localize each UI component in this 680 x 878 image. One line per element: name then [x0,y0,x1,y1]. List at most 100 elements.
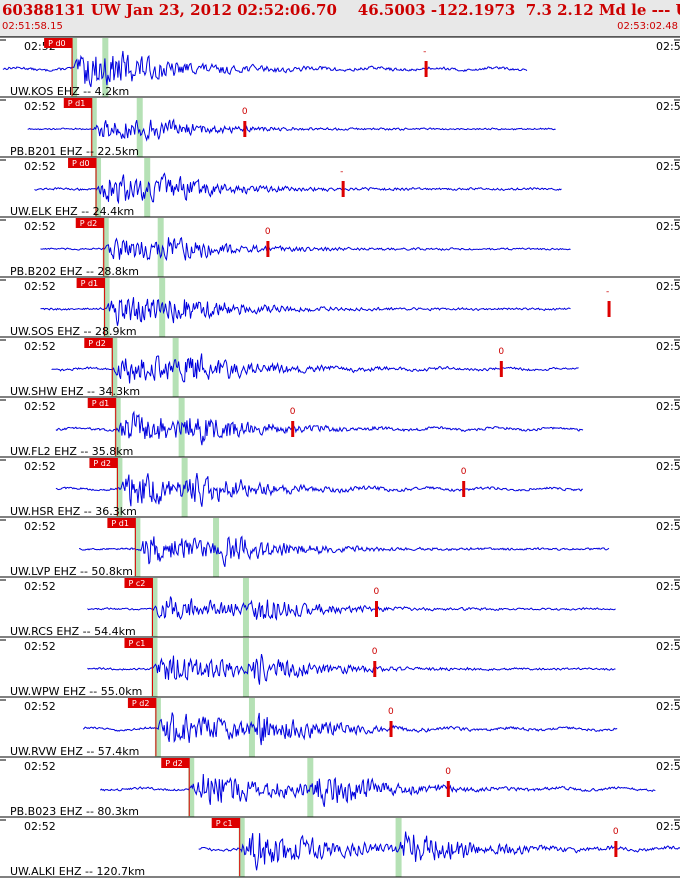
coda-duration-label: 0 [461,467,467,477]
phase-pick-label: P d2 [165,759,183,768]
trace-panel: 02:52 02:5P d0-UW.KOS EHZ -- 4.2km [0,36,680,98]
coda-duration-label: 0 [372,647,378,657]
time-tick-label: 02:52 [24,700,56,713]
trace-panel: 02:52 02:5 P d1 0 UW.FL2 EHZ -- 35.8km [0,396,680,458]
seismogram-trace [82,712,618,746]
time-tick-label: 02:52 [24,580,56,593]
phase-pick-label: P d0 [72,159,90,168]
event-title: 60388131 UW Jan 23, 2012 02:52:06.70 46.… [2,1,680,19]
coda-duration-label: 0 [265,227,271,237]
coda-duration-marker[interactable] [607,301,611,317]
seismogram-trace [198,831,680,871]
station-label: UW.ALKI EHZ -- 120.7km [10,865,145,878]
phase-pick-label: P d2 [93,459,111,468]
station-label: UW.SHW EHZ -- 34.3km [10,385,140,398]
coda-duration-marker[interactable] [614,841,618,857]
phase-pick-label: P d2 [88,339,106,348]
theoretical-arrival-band [151,638,158,697]
phase-pick-flag[interactable] [124,578,153,588]
trace-panel: 02:52 02:5 P d2 0 PB.B023 EHZ -- 80.3km [0,756,680,818]
phase-pick-flag[interactable] [68,158,97,168]
time-tick-label-right: 02:5 [656,100,680,113]
trace-panel: 02:52 02:5 P d1 UW.LVP EHZ -- 50.8km [0,516,680,578]
time-tick-label: 02:52 [24,520,56,533]
seismogram-trace [87,596,616,621]
time-tick-label-right: 02:5 [656,40,680,53]
station-label: PB.B023 EHZ -- 80.3km [10,805,139,818]
coda-duration-label: - [340,167,343,177]
time-tick-label-right: 02:5 [656,460,680,473]
phase-pick-flag[interactable] [211,818,240,828]
time-tick-label-right: 02:5 [656,760,680,773]
time-tick-label: 02:52 [24,460,56,473]
station-label: UW.ELK EHZ -- 24.4km [10,205,134,218]
phase-pick-flag[interactable] [127,698,156,708]
station-label: UW.HSR EHZ -- 36.3km [10,505,137,518]
phase-pick-label: P d0 [48,39,66,48]
coda-duration-marker[interactable] [389,721,393,737]
coda-duration-marker[interactable] [341,181,345,197]
time-tick-label: 02:52 [24,100,56,113]
coda-duration-marker[interactable] [424,61,428,77]
coda-duration-marker[interactable] [499,361,503,377]
seismogram-trace [2,50,528,88]
trace-panel: 02:52 02:5 P d0 - UW.ELK EHZ -- 24.4km [0,156,680,218]
phase-pick-flag[interactable] [44,38,73,48]
trace-panel: 02:52 02:5 P d1 0 PB.B201 EHZ -- 22.5km [0,96,680,158]
coda-duration-label: 0 [290,407,296,417]
seismogram-trace [55,473,583,507]
phase-pick-flag[interactable] [87,398,116,408]
time-tick-label-right: 02:5 [656,640,680,653]
phase-pick-flag[interactable] [107,518,136,528]
phase-pick-flag[interactable] [75,218,104,228]
trace-panel: 02:52 02:5 P d1 - UW.SOS EHZ -- 28.9km [0,276,680,338]
coda-duration-marker[interactable] [243,121,247,137]
phase-pick-flag[interactable] [124,638,153,648]
station-label: PB.B201 EHZ -- 22.5km [10,145,139,158]
window-end-time: 02:53:02.48 [617,21,678,32]
theoretical-arrival-band [111,338,118,397]
phase-pick-label: P d1 [68,99,86,108]
phase-pick-label: P c1 [128,639,145,648]
theoretical-arrival-band [188,758,195,817]
theoretical-arrival-band [136,98,143,157]
trace-panel: 02:52 02:5 P d2 0 UW.HSR EHZ -- 36.3km [0,456,680,518]
seismogram-trace [40,236,571,262]
theoretical-arrival-band [172,338,179,397]
seismogram-trace [79,535,610,567]
coda-duration-marker[interactable] [266,241,270,257]
phase-pick-flag[interactable] [161,758,190,768]
phase-pick-flag[interactable] [89,458,118,468]
phase-pick-label: P d2 [132,699,150,708]
phase-pick-flag[interactable] [76,278,105,288]
theoretical-arrival-band [154,698,161,757]
station-label: UW.RCS EHZ -- 54.4km [10,625,136,638]
coda-duration-label: 0 [445,767,451,777]
phase-pick-flag[interactable] [84,338,113,348]
trace-panel: 02:52 02:5 P c2 0 UW.RCS EHZ -- 54.4km [0,576,680,638]
seismogram-trace [87,653,616,685]
coda-duration-marker[interactable] [373,661,377,677]
trace-panel: 02:52 02:5 P d2 0 UW.SHW EHZ -- 34.3km [0,336,680,398]
time-tick-label: 02:52 [24,340,56,353]
coda-duration-label: 0 [498,347,504,357]
station-label: UW.WPW EHZ -- 55.0km [10,685,142,698]
theoretical-arrival-band [395,818,402,877]
theoretical-arrival-band [134,518,141,577]
theoretical-arrival-band [157,218,164,277]
phase-pick-label: P d2 [80,219,98,228]
station-label: PB.B202 EHZ -- 28.8km [10,265,139,278]
coda-duration-marker[interactable] [462,481,466,497]
time-tick-label-right: 02:5 [656,700,680,713]
trace-panel: 02:52 02:5 P c1 0 UW.ALKI EHZ -- 120.7km [0,816,680,878]
time-tick-label: 02:52 [24,160,56,173]
phase-pick-flag[interactable] [63,98,92,108]
coda-duration-marker[interactable] [446,781,450,797]
time-tick-label: 02:52 [24,400,56,413]
coda-duration-label: - [423,47,426,57]
theoretical-arrival-band [90,98,97,157]
time-tick-label-right: 02:5 [656,340,680,353]
phase-pick-label: P d1 [111,519,129,528]
coda-duration-marker[interactable] [374,601,378,617]
coda-duration-marker[interactable] [291,421,295,437]
